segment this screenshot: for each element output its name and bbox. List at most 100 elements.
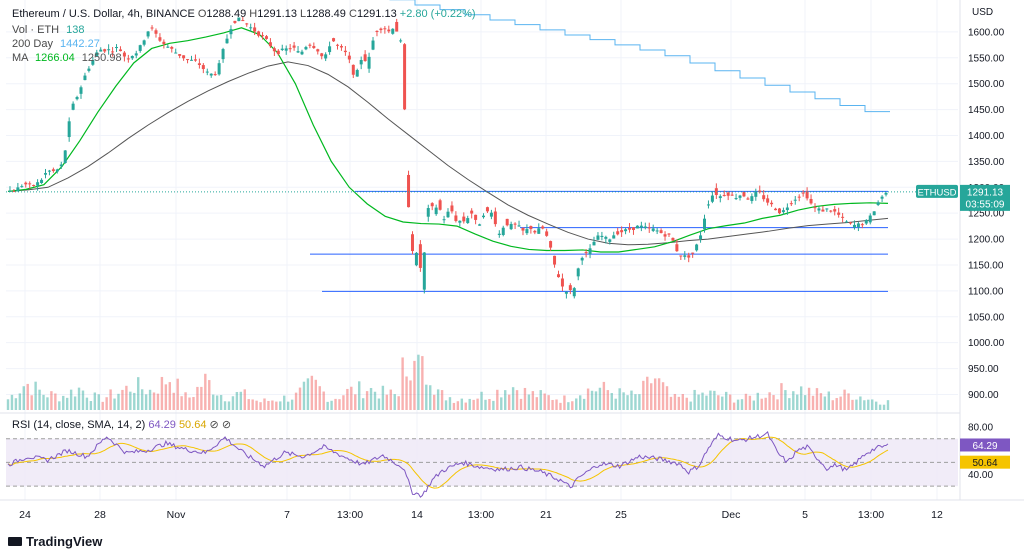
volume-bar: [346, 389, 348, 410]
ohlc-low: 1288.49: [306, 8, 346, 20]
volume-bar: [220, 395, 222, 410]
volume-bar: [204, 374, 206, 410]
x-tick-label: 24: [19, 509, 31, 521]
candle-body: [403, 44, 406, 109]
volume-bar: [401, 357, 403, 410]
volume-legend[interactable]: Vol · ETH 138: [12, 23, 85, 37]
volume-bar: [192, 397, 194, 410]
candle-body: [308, 45, 311, 46]
ma-legend[interactable]: MA 1266.04 1250.98: [12, 51, 122, 65]
volume-bar: [587, 389, 589, 410]
candle-body: [861, 224, 864, 225]
candle-body: [652, 228, 655, 230]
x-tick-label: 13:00: [858, 509, 884, 521]
candle-body: [865, 220, 868, 223]
volume-bar: [634, 394, 636, 410]
candle-body: [711, 196, 714, 202]
volume-bar: [66, 398, 68, 410]
candle-body: [731, 195, 734, 196]
candle-body: [695, 245, 698, 251]
candle-body: [190, 60, 193, 61]
candle-body: [620, 230, 623, 232]
volume-bar: [721, 397, 723, 410]
candle-body: [48, 171, 51, 172]
candle-body: [253, 27, 256, 31]
volume-bar: [165, 384, 167, 410]
tradingview-logo[interactable]: TradingView: [8, 534, 102, 549]
volume-bar: [516, 390, 518, 410]
rsi-label: RSI (14, close, SMA, 14, 2): [12, 419, 145, 431]
candle-body: [750, 196, 753, 201]
volume-bar: [618, 388, 620, 410]
candle-body: [735, 198, 738, 199]
volume-bar: [121, 390, 123, 410]
volume-bar: [626, 395, 628, 410]
candle-body: [332, 38, 335, 41]
x-tick-label: 21: [540, 509, 552, 521]
candle-body: [407, 175, 410, 207]
time-axis[interactable]: 24 28 Nov 7 13:00 14 13:00 21 25 Dec 5 13:00 12: [19, 509, 943, 521]
candle-body: [798, 197, 801, 198]
candle-body: [32, 185, 35, 186]
candle-body: [593, 242, 596, 245]
volume-bar: [476, 399, 478, 410]
volume-bar: [820, 393, 822, 410]
volume-bar: [251, 399, 253, 410]
y-tick-label: 1100.00: [968, 286, 1004, 297]
rsi-legend[interactable]: RSI (14, close, SMA, 14, 2) 64.29 50.64 …: [12, 418, 231, 432]
volume-bar: [863, 400, 865, 410]
price-axis[interactable]: USD 900.00 950.00 1000.00 1050.00 1100.00 1150…: [916, 7, 1010, 481]
candle-body: [399, 40, 402, 41]
volume-bar: [469, 399, 471, 410]
volume-bar: [354, 394, 356, 410]
candle-body: [667, 234, 670, 235]
price-tag-countdown: 03:55:09: [966, 199, 1005, 210]
volume-bar: [173, 393, 175, 410]
candle-body: [415, 253, 418, 265]
candle-body: [585, 252, 588, 253]
candle-body: [419, 244, 422, 268]
volume-bar: [492, 401, 494, 410]
candle-body: [364, 54, 367, 61]
ohlc-high: 1291.13: [257, 8, 297, 20]
candle-body: [529, 226, 532, 229]
x-tick-label: 13:00: [337, 509, 363, 521]
volume-bar: [615, 399, 617, 410]
candle-body: [640, 226, 643, 228]
y-tick-label: 1150.00: [968, 260, 1004, 271]
volume-bar: [7, 399, 9, 410]
volume-bar: [741, 399, 743, 410]
candle-body: [387, 30, 390, 32]
candle-body: [80, 87, 83, 94]
candle-body: [478, 224, 481, 225]
candle-body: [344, 51, 347, 52]
price-tag-price: 1291.13: [967, 187, 1004, 198]
volume-bar: [362, 398, 364, 410]
candle-body: [277, 51, 280, 54]
candle-body: [328, 46, 331, 52]
volume-bar: [812, 396, 814, 410]
chart-legend-title: Ethereum / U.S. Dollar, 4h, BINANCE O128…: [12, 7, 476, 21]
volume-bar: [287, 402, 289, 410]
candle-body: [297, 51, 300, 52]
volume-bar: [42, 395, 44, 410]
ma-label: MA: [12, 52, 28, 64]
candle-body: [147, 31, 150, 36]
volume-bar: [555, 399, 557, 410]
candle-body: [514, 224, 517, 225]
volume-bar: [808, 388, 810, 410]
volume-bar: [737, 400, 739, 410]
candle-body: [245, 23, 248, 24]
volume-value: 138: [66, 24, 84, 36]
volume-bar: [248, 399, 250, 410]
volume-bar: [54, 393, 56, 410]
ma200-value: 1442.27: [60, 38, 100, 50]
candle-body: [60, 165, 63, 167]
candle-body: [545, 231, 548, 235]
volume-bar: [768, 392, 770, 410]
ma200-legend[interactable]: 200 Day 1442.27: [12, 37, 100, 51]
volume-bar: [417, 355, 419, 410]
volume-bar: [843, 390, 845, 410]
candle-body: [490, 213, 493, 217]
